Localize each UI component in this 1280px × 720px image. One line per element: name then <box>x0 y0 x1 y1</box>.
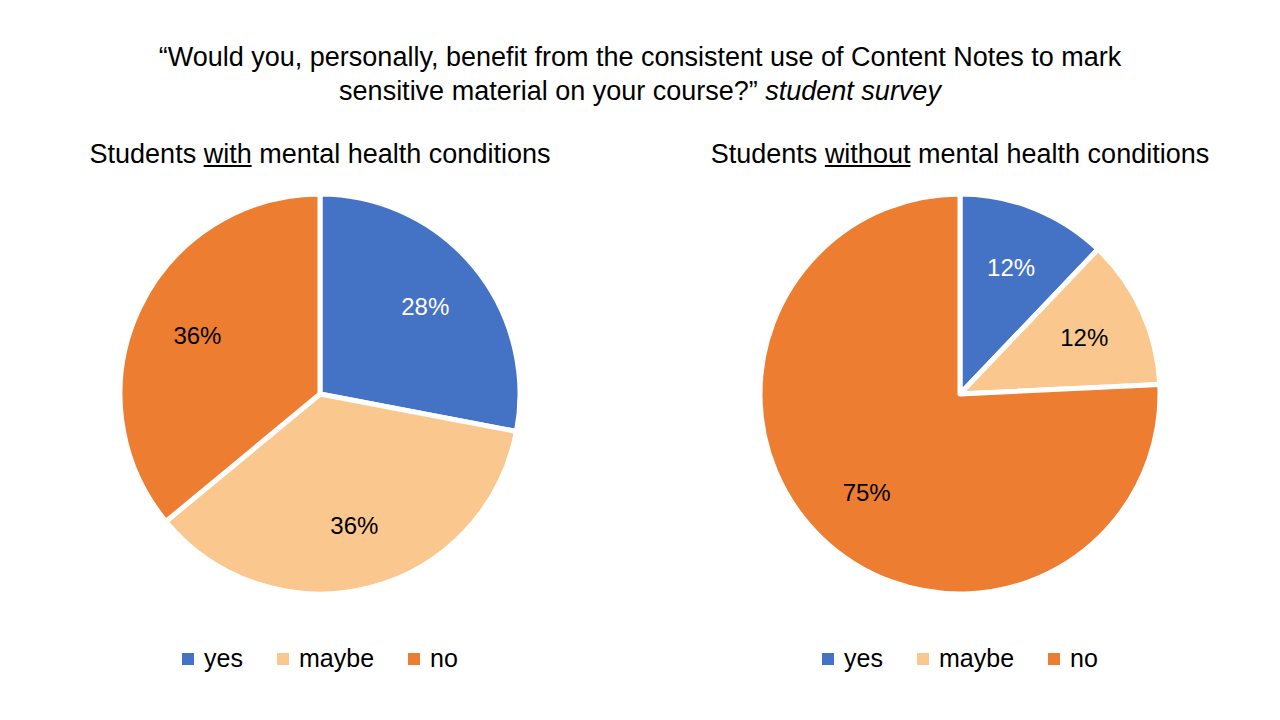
svg-text:12%: 12% <box>1060 324 1108 351</box>
html-text:yes: yes <box>204 644 243 672</box>
html-text:maybe: maybe <box>939 644 1015 672</box>
svg-text:36%: 36% <box>330 512 378 539</box>
svg-text:28%: 28% <box>401 293 449 320</box>
svg-text:36%: 36% <box>173 322 221 349</box>
svg-text:12%: 12% <box>987 254 1035 281</box>
html-text:yes: yes <box>844 644 883 672</box>
html-text:no: no <box>1070 644 1098 672</box>
html-text:“Would you, personally, benefi: “Would you, personally, benefit from the… <box>158 42 1122 106</box>
html-text:no: no <box>430 644 458 672</box>
html-text:Students without mental health: Students without mental health condition… <box>710 139 1210 169</box>
html-text:maybe: maybe <box>299 644 375 672</box>
svg-text:75%: 75% <box>843 479 891 506</box>
html-text:Students with mental health co: Students with mental health conditions <box>89 139 551 169</box>
